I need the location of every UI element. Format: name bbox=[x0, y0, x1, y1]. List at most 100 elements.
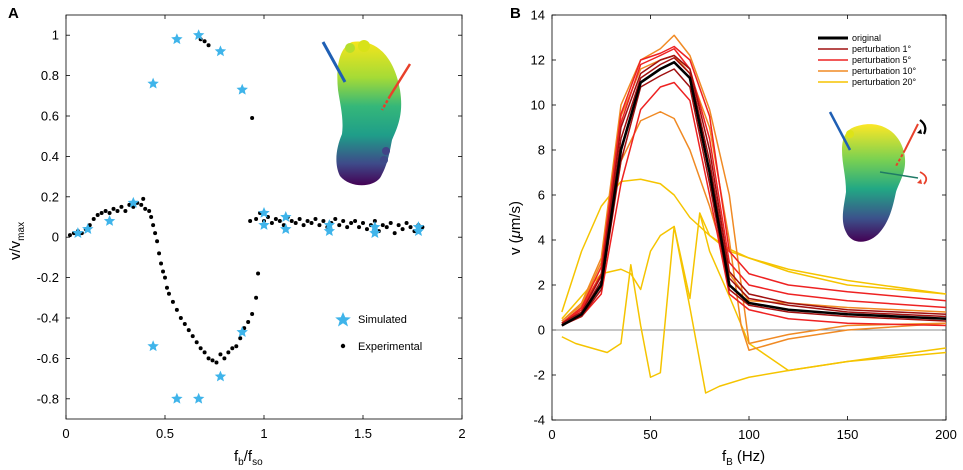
experimental-point bbox=[149, 215, 154, 219]
panel-a-ylabel: v/vmax bbox=[7, 222, 27, 260]
experimental-point bbox=[143, 206, 148, 211]
experimental-point bbox=[250, 311, 255, 316]
experimental-point bbox=[103, 208, 108, 213]
panel-a-letter: A bbox=[8, 5, 19, 22]
panel-b-ylabel: v (μm/s) bbox=[507, 201, 524, 255]
experimental-point bbox=[361, 221, 365, 226]
simulated-point bbox=[280, 211, 292, 222]
experimental-point bbox=[222, 356, 227, 361]
panel-a-legend: Simulated Experimental bbox=[335, 312, 422, 353]
simulated-point bbox=[369, 227, 381, 239]
experimental-dot-icon bbox=[340, 343, 346, 349]
panel-a-ytick-label: -0.6 bbox=[37, 351, 59, 366]
panel-b: B 0 50 100 150 200 -4 -2 0 2 4 6 8 10 12 14 original bbox=[507, 5, 957, 468]
experimental-point bbox=[341, 219, 346, 224]
legend-item-experimental: Experimental bbox=[340, 341, 422, 353]
legend-item-perturbation-1: perturbation 1° bbox=[818, 44, 912, 54]
legend-label-perturbation-5: perturbation 5° bbox=[852, 55, 912, 65]
experimental-point bbox=[91, 217, 96, 222]
legend-item-simulated: Simulated bbox=[335, 312, 407, 327]
panel-b-ytick-label: 10 bbox=[531, 98, 545, 113]
experimental-point bbox=[190, 334, 195, 339]
panel-b-xtick-label: 0 bbox=[548, 427, 555, 442]
legend-label-simulated: Simulated bbox=[358, 314, 407, 326]
experimental-point bbox=[293, 221, 298, 226]
experimental-point bbox=[141, 196, 146, 201]
experimental-point bbox=[357, 225, 362, 230]
panel-a-xlabel: fb/fso bbox=[234, 448, 263, 468]
panel-b-xtick-label: 100 bbox=[738, 427, 760, 442]
experimental-point bbox=[400, 227, 405, 232]
experimental-point bbox=[238, 336, 243, 341]
panel-a-ytick-label: 0.6 bbox=[41, 109, 59, 124]
experimental-point bbox=[139, 202, 144, 207]
experimental-point bbox=[159, 261, 164, 266]
experimental-point bbox=[95, 212, 100, 217]
experimental-point bbox=[178, 316, 183, 320]
series-line-original bbox=[561, 60, 947, 327]
panel-a-ytick-label: -0.4 bbox=[37, 311, 59, 326]
panel-b-ytick-label: 0 bbox=[538, 323, 545, 338]
simulated-point bbox=[82, 223, 94, 234]
panel-a-ytick-label: -0.8 bbox=[37, 391, 59, 406]
panel-b-ytick-label: 12 bbox=[531, 53, 545, 68]
legend-label-experimental: Experimental bbox=[358, 341, 422, 353]
legend-label-perturbation-20: perturbation 20° bbox=[852, 77, 917, 87]
panel-a-experimental-series bbox=[67, 37, 425, 365]
panel-a-simulated-series bbox=[72, 29, 425, 404]
simulated-point bbox=[214, 45, 227, 57]
simulated-point bbox=[103, 215, 116, 226]
experimental-point bbox=[269, 221, 274, 226]
simulated-point bbox=[171, 33, 183, 45]
experimental-point bbox=[317, 223, 322, 228]
panel-b-ytick-label: -2 bbox=[533, 368, 545, 383]
experimental-point bbox=[380, 223, 385, 228]
experimental-point bbox=[214, 360, 219, 365]
panel-b-ytick-label: 2 bbox=[538, 278, 545, 293]
experimental-point bbox=[345, 225, 350, 230]
cell-illustration-b bbox=[828, 111, 928, 242]
panel-a-ytick-label: 0.4 bbox=[41, 149, 59, 164]
experimental-point bbox=[147, 208, 152, 213]
series-line-p20-d bbox=[699, 212, 947, 295]
experimental-point bbox=[111, 206, 116, 211]
legend-label-perturbation-1: perturbation 1° bbox=[852, 44, 912, 54]
experimental-point bbox=[254, 217, 259, 222]
experimental-point bbox=[305, 219, 310, 224]
experimental-point bbox=[250, 116, 255, 121]
panel-a-ytick-label: -0.2 bbox=[37, 270, 59, 285]
panel-b-legend: original perturbation 1° perturbation 5°… bbox=[818, 33, 917, 87]
experimental-point bbox=[309, 221, 314, 226]
experimental-point bbox=[256, 271, 261, 276]
experimental-point bbox=[161, 269, 166, 274]
panel-b-xtick-label: 200 bbox=[935, 427, 957, 442]
experimental-point bbox=[384, 225, 389, 230]
experimental-point bbox=[164, 285, 169, 290]
simulated-star-icon bbox=[335, 312, 351, 327]
panel-b-axes: 0 50 100 150 200 -4 -2 0 2 4 6 8 10 12 14 bbox=[531, 8, 957, 443]
experimental-point bbox=[170, 299, 175, 304]
series-line-p20-a bbox=[561, 178, 947, 313]
experimental-point bbox=[202, 350, 207, 355]
experimental-point bbox=[313, 217, 318, 222]
experimental-point bbox=[182, 322, 187, 327]
legend-item-original: original bbox=[818, 33, 881, 43]
simulated-point bbox=[147, 77, 159, 89]
experimental-point bbox=[202, 39, 207, 44]
series-line-p5-c bbox=[561, 45, 947, 324]
panel-b-letter: B bbox=[510, 5, 521, 22]
experimental-point bbox=[157, 251, 162, 256]
simulated-point bbox=[369, 221, 381, 232]
legend-label-original: original bbox=[852, 33, 881, 43]
legend-item-perturbation-5: perturbation 5° bbox=[818, 55, 912, 65]
panel-b-ytick-label: 14 bbox=[531, 8, 545, 23]
panel-a-ytick-label: 1 bbox=[52, 28, 59, 43]
series-line-p5-b bbox=[561, 81, 947, 327]
simulated-point bbox=[147, 340, 159, 352]
experimental-point bbox=[218, 352, 223, 357]
experimental-point bbox=[99, 210, 104, 215]
simulated-point bbox=[192, 392, 205, 404]
cell-illustration-a bbox=[321, 40, 412, 186]
experimental-point bbox=[273, 217, 278, 222]
